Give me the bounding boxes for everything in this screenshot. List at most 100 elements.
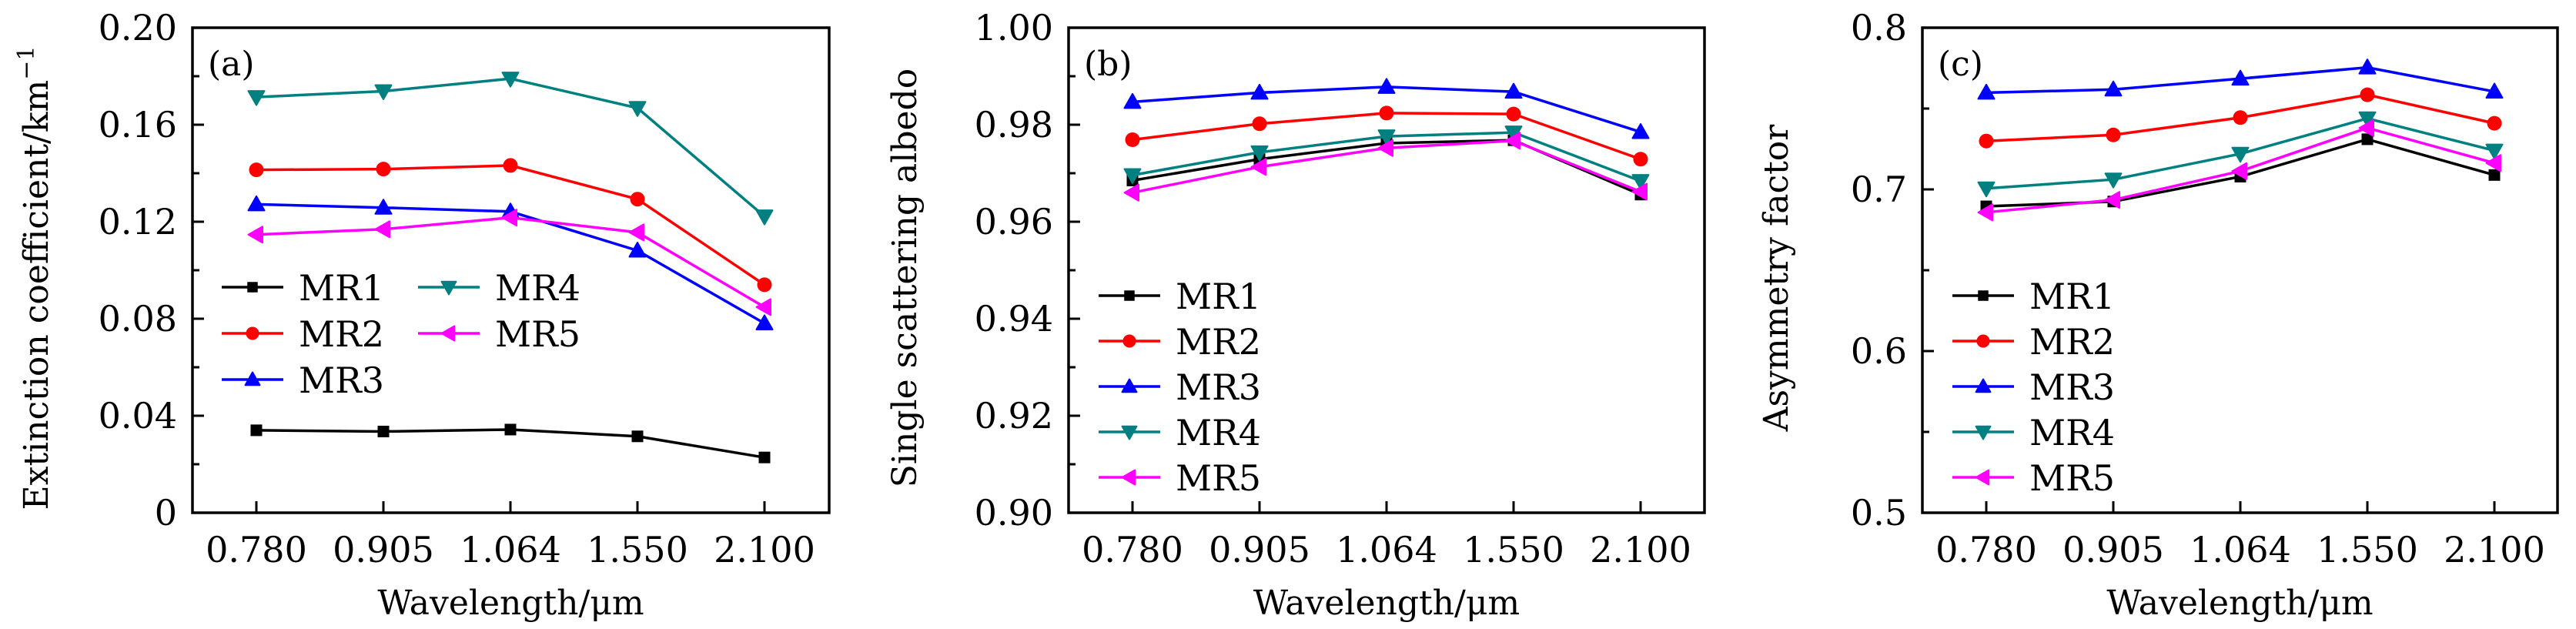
data-point bbox=[1631, 182, 1648, 201]
x-tick-label: 0.780 bbox=[206, 529, 307, 570]
y-tick-label: 0.96 bbox=[975, 201, 1053, 243]
legend-marker-triangle-down-icon bbox=[1121, 425, 1138, 440]
x-tick-label: 2.100 bbox=[714, 529, 815, 570]
data-point bbox=[374, 220, 390, 239]
legend-marker-triangle-left-icon bbox=[1975, 469, 1990, 486]
panel-label: (a) bbox=[208, 45, 255, 84]
x-tick-label: 0.780 bbox=[1935, 529, 2037, 570]
series-mr5 bbox=[1977, 119, 2501, 222]
data-point bbox=[757, 277, 772, 293]
x-tick-label: 0.905 bbox=[2062, 529, 2164, 570]
data-point bbox=[1977, 203, 1993, 222]
data-point bbox=[628, 241, 647, 258]
data-point bbox=[2485, 82, 2504, 99]
legend-label: MR5 bbox=[1176, 457, 1261, 499]
data-point bbox=[755, 314, 774, 330]
y-tick-label: 0.16 bbox=[99, 104, 177, 146]
legend-item: MR5 bbox=[1952, 457, 2115, 499]
legend-label: MR3 bbox=[2029, 366, 2115, 408]
legend-marker-triangle-down-icon bbox=[1975, 425, 1992, 440]
legend-marker-circle-icon bbox=[246, 326, 259, 340]
data-point bbox=[501, 209, 517, 227]
legend-item: MR5 bbox=[1099, 457, 1261, 499]
data-point bbox=[1250, 83, 1269, 100]
y-axis-title-superscript: −1 bbox=[13, 46, 40, 80]
legend-item: MR1 bbox=[1952, 276, 2115, 317]
y-axis-title: Single scattering albedo bbox=[885, 69, 925, 487]
data-point bbox=[376, 162, 391, 177]
x-tick-label: 2.100 bbox=[1590, 529, 1691, 570]
series-mr2 bbox=[1125, 105, 1648, 167]
data-point bbox=[2233, 110, 2248, 125]
data-point bbox=[631, 430, 644, 443]
data-point bbox=[1123, 92, 1142, 109]
plot-frame bbox=[1921, 26, 2559, 514]
data-point bbox=[374, 199, 393, 215]
data-point bbox=[501, 72, 520, 88]
x-axis-title: Wavelength/μm bbox=[377, 584, 644, 623]
series-mr3 bbox=[1123, 78, 1650, 139]
legend-label: MR2 bbox=[2029, 321, 2115, 363]
y-tick-label: 0.08 bbox=[99, 298, 177, 340]
y-tick-label: 0.90 bbox=[975, 492, 1053, 534]
data-point bbox=[1504, 82, 1523, 99]
x-axis-title: Wavelength/μm bbox=[1253, 584, 1520, 623]
data-point bbox=[1377, 129, 1396, 146]
legend-marker-triangle-up-icon bbox=[1975, 378, 1992, 393]
data-point bbox=[628, 101, 647, 117]
series-mr5 bbox=[1123, 132, 1648, 202]
y-tick-label: 0.5 bbox=[1851, 492, 1907, 534]
data-point bbox=[758, 451, 771, 463]
legend-item: MR4 bbox=[418, 267, 580, 309]
x-tick-label: 0.905 bbox=[333, 529, 434, 570]
data-point bbox=[630, 192, 645, 207]
legend-marker-square-icon bbox=[1978, 290, 1989, 301]
series-mr1 bbox=[250, 423, 771, 463]
data-point bbox=[2358, 111, 2377, 128]
series-mr2 bbox=[1979, 87, 2502, 149]
legend-label: MR5 bbox=[495, 313, 580, 355]
legend-item: MR4 bbox=[1099, 412, 1261, 453]
legend-item: MR3 bbox=[222, 360, 384, 401]
data-point bbox=[755, 298, 771, 316]
legend-label: MR3 bbox=[299, 360, 384, 401]
legend-marker-circle-icon bbox=[1976, 334, 1990, 348]
legend-label: MR1 bbox=[299, 267, 384, 309]
legend-marker-triangle-left-icon bbox=[440, 325, 456, 342]
y-tick-label: 0.20 bbox=[99, 7, 177, 49]
data-point bbox=[1123, 183, 1139, 202]
data-point bbox=[2485, 143, 2504, 160]
data-point bbox=[1506, 106, 1521, 122]
x-tick-label: 0.780 bbox=[1082, 529, 1183, 570]
y-tick-label: 0 bbox=[155, 492, 177, 534]
legend-item: MR1 bbox=[1099, 276, 1261, 317]
legend-marker-triangle-left-icon bbox=[1121, 469, 1136, 486]
legend-item: MR1 bbox=[222, 267, 384, 309]
y-tick-label: 1.00 bbox=[975, 7, 1053, 49]
y-tick-label: 0.04 bbox=[99, 395, 177, 437]
data-point bbox=[1123, 168, 1142, 185]
data-point bbox=[1977, 181, 1996, 198]
legend-item: MR5 bbox=[418, 313, 580, 355]
y-tick-label: 0.8 bbox=[1851, 7, 1907, 49]
legend-label: MR4 bbox=[2029, 412, 2115, 453]
legend-item: MR2 bbox=[1099, 321, 1261, 363]
legend-marker-square-icon bbox=[1124, 290, 1135, 301]
series-line bbox=[256, 77, 766, 218]
chart-panel-c: 0.5 0.6 0.7 0.8 0.780 0.905 1.064 1.550 2.100 Wav… bbox=[1757, 7, 2559, 623]
legend-marker-triangle-up-icon bbox=[244, 371, 261, 386]
data-point bbox=[2106, 127, 2121, 142]
legend-label: MR1 bbox=[1176, 276, 1261, 317]
legend-marker-triangle-down-icon bbox=[440, 280, 457, 296]
data-point bbox=[1125, 132, 1140, 148]
data-point bbox=[2104, 80, 2123, 97]
data-point bbox=[247, 90, 266, 106]
y-tick-label: 0.12 bbox=[99, 201, 177, 243]
data-point bbox=[1250, 158, 1266, 176]
data-point bbox=[755, 209, 774, 226]
y-axis-title: Extinction coefficient/km−1 bbox=[13, 46, 56, 510]
data-point bbox=[2104, 191, 2120, 209]
